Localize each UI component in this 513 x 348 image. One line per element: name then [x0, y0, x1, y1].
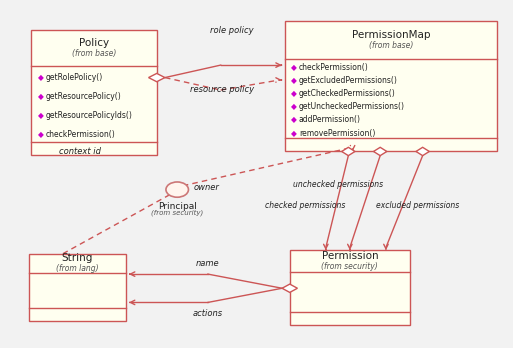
Text: excluded permissions: excluded permissions: [376, 201, 459, 210]
Text: ◆: ◆: [291, 102, 297, 111]
Text: ◆: ◆: [37, 92, 44, 101]
Text: getResourcePolicyIds(): getResourcePolicyIds(): [46, 111, 132, 120]
Text: actions: actions: [193, 309, 223, 318]
Text: ◆: ◆: [291, 89, 297, 98]
Text: getResourcePolicy(): getResourcePolicy(): [46, 92, 122, 101]
Text: checkPermission(): checkPermission(): [46, 130, 115, 139]
Text: (from base): (from base): [72, 49, 116, 58]
Text: ◆: ◆: [291, 128, 297, 137]
Text: getRolePolicy(): getRolePolicy(): [46, 73, 103, 82]
Text: owner: owner: [193, 183, 220, 192]
Text: ◆: ◆: [37, 111, 44, 120]
Text: Principal: Principal: [158, 203, 196, 212]
Text: (from security): (from security): [151, 209, 203, 216]
Text: ◆: ◆: [291, 115, 297, 124]
Text: getUncheckedPermissions(): getUncheckedPermissions(): [299, 102, 405, 111]
Text: checked permissions: checked permissions: [265, 201, 345, 210]
Text: Policy: Policy: [79, 38, 109, 48]
Bar: [290, 250, 410, 325]
Text: resource policy: resource policy: [190, 85, 254, 94]
Polygon shape: [373, 147, 387, 156]
Text: addPermission(): addPermission(): [299, 115, 361, 124]
Text: ◆: ◆: [291, 76, 297, 85]
Text: ◆: ◆: [37, 73, 44, 82]
Text: ◆: ◆: [37, 130, 44, 139]
Polygon shape: [342, 147, 355, 156]
Bar: [285, 22, 497, 151]
Text: (from base): (from base): [369, 41, 413, 50]
Bar: [29, 254, 126, 321]
Text: PermissionMap: PermissionMap: [351, 30, 430, 40]
Polygon shape: [282, 284, 298, 292]
Text: String: String: [62, 253, 93, 263]
Text: removePermission(): removePermission(): [299, 128, 376, 137]
Text: Permission: Permission: [322, 251, 378, 261]
Text: ◆: ◆: [291, 63, 297, 72]
Text: unchecked permissions: unchecked permissions: [293, 180, 383, 189]
Text: role policy: role policy: [210, 26, 254, 35]
Text: getCheckedPermissions(): getCheckedPermissions(): [299, 89, 396, 98]
Bar: [31, 30, 157, 155]
Text: (from lang): (from lang): [56, 264, 98, 273]
Text: getExcludedPermissions(): getExcludedPermissions(): [299, 76, 398, 85]
Polygon shape: [149, 73, 165, 82]
Polygon shape: [416, 147, 429, 156]
Text: (from security): (from security): [322, 262, 378, 271]
Text: checkPermission(): checkPermission(): [299, 63, 369, 72]
Text: context id: context id: [59, 147, 101, 156]
Text: name: name: [196, 259, 220, 268]
Circle shape: [166, 182, 188, 197]
